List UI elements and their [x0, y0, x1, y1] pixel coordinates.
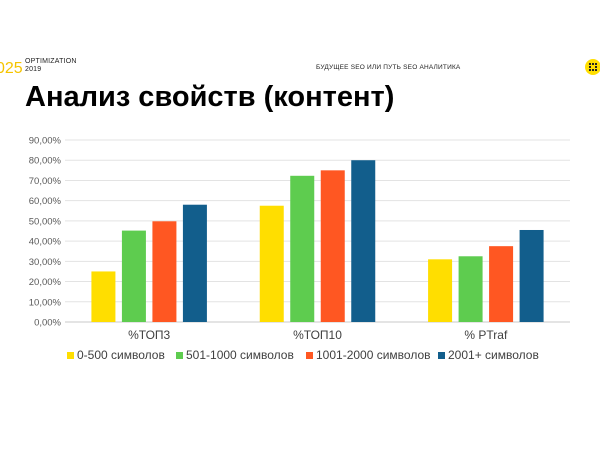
y-tick-label: 40,00% [29, 237, 62, 248]
bar [489, 246, 514, 322]
bar [519, 229, 544, 322]
bar [458, 256, 483, 322]
bar [320, 170, 345, 322]
legend-swatch [67, 352, 74, 359]
brand-line-2: 2019 [25, 66, 42, 73]
y-tick-label: 70,00% [29, 176, 62, 187]
brand-label: OPTIMIZATION 2019 [25, 58, 77, 74]
bar [91, 271, 116, 322]
y-tick-label: 30,00% [29, 257, 62, 268]
y-tick-label: 20,00% [29, 277, 62, 288]
bar [182, 204, 207, 322]
brand-line-1: OPTIMIZATION [25, 58, 77, 65]
bar [351, 160, 376, 322]
x-category-label: %ТОП10 [293, 328, 342, 342]
header-subtitle: БУДУЩЕЕ SEO ИЛИ ПУТЬ SEO АНАЛИТИКА [316, 64, 461, 71]
legend-label: 2001+ символов [448, 348, 539, 362]
conference-logo-icon [585, 59, 600, 75]
legend-swatch [438, 352, 445, 359]
legend-label: 0-500 символов [77, 348, 165, 362]
legend-swatch [306, 352, 313, 359]
bar [259, 205, 284, 322]
y-tick-label: 50,00% [29, 216, 62, 227]
slide-title: Анализ свойств (контент) [25, 81, 395, 113]
y-tick-label: 0,00% [34, 318, 61, 329]
bar [152, 221, 177, 322]
bar [121, 230, 146, 322]
y-tick-label: 90,00% [29, 136, 62, 147]
bar [290, 175, 315, 322]
brand-number: 025 [0, 60, 23, 77]
x-category-label: %ТОП3 [128, 328, 170, 342]
bar [428, 259, 453, 322]
y-tick-label: 10,00% [29, 297, 62, 308]
y-tick-label: 60,00% [29, 196, 62, 207]
y-tick-label: 80,00% [29, 156, 62, 167]
legend-label: 1001-2000 символов [316, 348, 431, 362]
legend-swatch [176, 352, 183, 359]
legend-label: 501-1000 символов [186, 348, 294, 362]
x-category-label: % PTraf [464, 328, 508, 342]
